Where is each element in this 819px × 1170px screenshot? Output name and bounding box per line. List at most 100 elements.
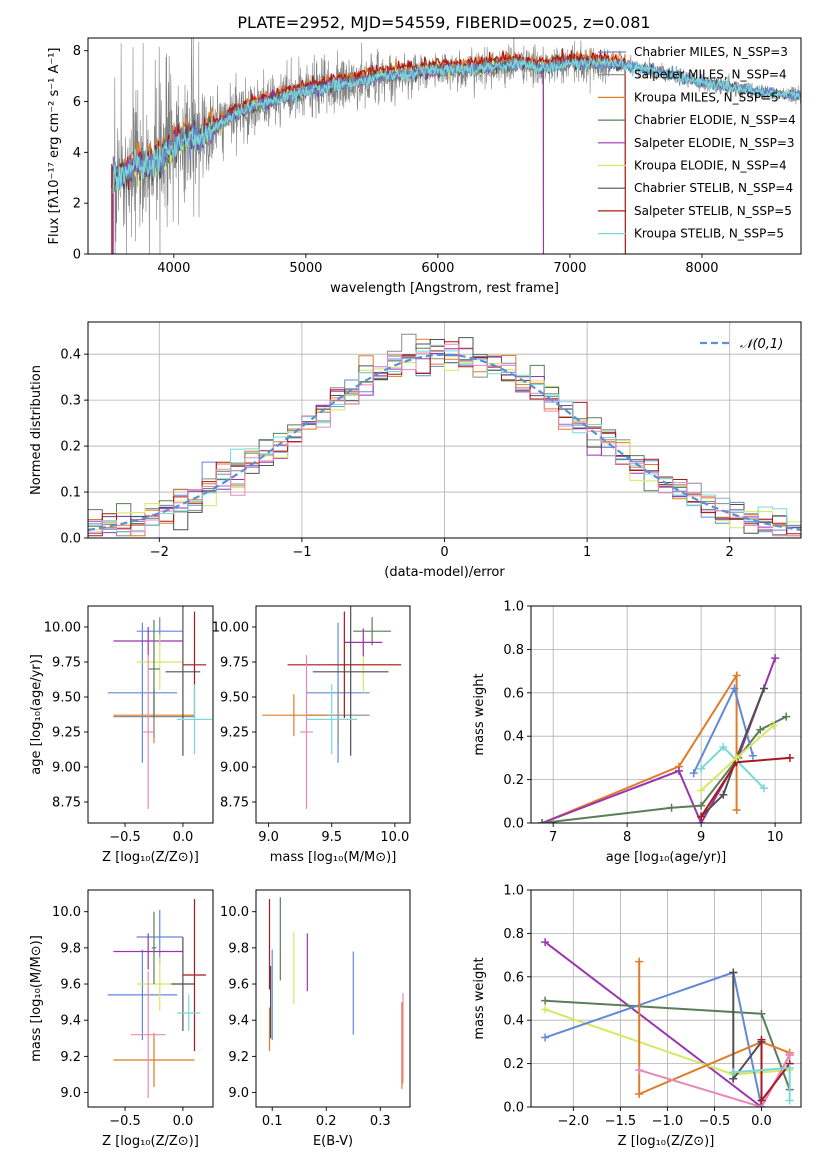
model-fit-kroupa_stelib: [112, 55, 801, 194]
y-tick-label: 9.6: [60, 978, 81, 993]
errorbar-point: [312, 606, 389, 756]
x-tick-label: 1: [583, 545, 591, 560]
x-tick-label: 0: [440, 545, 448, 560]
plot-area-mass_vs_Z: [107, 899, 207, 1098]
y-tick-label: 0.3: [60, 394, 81, 409]
x-tick-label: 0.0: [173, 830, 194, 845]
legend-label-kroupa_stelib: Kroupa STELIB, N_SSP=5: [634, 227, 784, 241]
x-tick-label: 7: [549, 830, 557, 845]
y-tick-label: 9.25: [220, 726, 249, 741]
weight-marker: [756, 725, 765, 734]
x-tick-label: 5000: [289, 261, 322, 276]
x-axis-label: Z [log₁₀(Z/Z⊙)]: [102, 850, 199, 865]
errorbar-point: [130, 971, 166, 1098]
x-tick-label: 0.0: [751, 1114, 772, 1129]
y-tick-label: 6: [73, 95, 81, 110]
y-tick-label: 9.0: [228, 1086, 249, 1101]
errorbar-point: [142, 655, 154, 809]
y-tick-label: 0.0: [60, 532, 81, 547]
x-tick-label: 8000: [685, 261, 718, 276]
x-axis-label: (data-model)/error: [384, 565, 505, 580]
y-tick-label: 2: [73, 197, 81, 212]
weight-marker: [719, 790, 728, 799]
x-tick-label: 9.0: [258, 830, 279, 845]
y-axis-label: Normed distribution: [29, 365, 44, 495]
x-tick-label: 7000: [553, 261, 586, 276]
x-axis-label: Z [log₁₀(Z/Z⊙)]: [102, 1134, 199, 1149]
plot-area-age_vs_Z: [107, 606, 212, 809]
errorbar-point: [177, 994, 201, 1032]
axes-frame: [255, 605, 411, 824]
histogram-salpeter_stelib: [88, 341, 801, 537]
x-tick-label: 4000: [157, 261, 190, 276]
y-axis-label: mass [log₁₀(M/M⊙)]: [29, 935, 44, 1062]
axes-spectrum: 4000 5000 6000 7000 8000 0 2 4 6 8 wavelength [Ang…: [47, 37, 802, 296]
weight-marker: [757, 1035, 766, 1044]
legend-label-chabrier_miles: Chabrier MILES, N_SSP=3: [634, 45, 788, 59]
x-tick-label: 0.0: [173, 1114, 194, 1129]
y-tick-label: 0.0: [503, 817, 524, 832]
axes-weight_vs_Z: −2.0 −1.5 −1.0 −0.5 0.0 0.0 0.2 0.4 0.6 0.8 1.0 Z […: [472, 884, 802, 1149]
weight-marker: [757, 1096, 766, 1105]
axes-frame: [87, 889, 214, 1108]
x-axis-label: E(B-V): [313, 1134, 353, 1149]
y-tick-label: 10.0: [220, 905, 249, 920]
axes-frame: [255, 889, 411, 1108]
legend-label-salpeter_stelib: Salpeter STELIB, N_SSP=5: [634, 204, 792, 218]
y-tick-label: 0.4: [503, 1014, 524, 1029]
y-tick-label: 1.0: [503, 600, 524, 615]
y-tick-label: 0.2: [503, 773, 524, 788]
x-axis-label: mass [log₁₀(M/M⊙)]: [270, 850, 397, 865]
y-tick-label: 9.4: [60, 1014, 81, 1029]
axes-frame: [87, 605, 214, 824]
y-tick-label: 9.0: [60, 1086, 81, 1101]
legend-label-kroupa_elodie: Kroupa ELODIE, N_SSP=4: [634, 159, 787, 173]
weight-marker: [757, 1009, 766, 1018]
weight-marker: [729, 968, 738, 977]
errorbar-point: [306, 684, 357, 755]
weight-marker: [689, 769, 698, 778]
y-tick-label: 8: [73, 44, 81, 59]
weight-line-kroupa_miles: [541, 671, 738, 823]
errorbar-point: [300, 655, 313, 809]
weight-marker: [541, 1005, 550, 1014]
axes-age_vs_Z: −0.5 0.0 8.75 9.00 9.25 9.50 9.75 10.00 Z [log₁₀…: [29, 605, 214, 865]
plot-area-mass_vs_ebv: [268, 897, 404, 1089]
y-tick-label: 9.2: [228, 1050, 249, 1065]
weight-marker: [771, 654, 780, 663]
gaussian-reference-curve: [88, 353, 801, 531]
y-axis-label: mass weight: [472, 957, 487, 1039]
y-tick-label: 9.75: [220, 656, 249, 671]
x-tick-label: −0.5: [699, 1114, 731, 1129]
legend-label-gaussian: 𝒩(0,1): [740, 337, 783, 352]
legend-spectrum: Chabrier MILES, N_SSP=3 Salpeter MILES, N…: [598, 45, 796, 241]
y-tick-label: 0.4: [503, 730, 524, 745]
plot-area-weight_vs_age: [538, 654, 794, 823]
x-tick-label: −1: [292, 545, 311, 560]
weight-marker: [748, 751, 757, 760]
weight-line-chabrier_miles: [544, 971, 763, 1107]
y-tick-label: 0.6: [503, 686, 524, 701]
errorbar-point: [107, 622, 178, 763]
y-tick-label: 9.25: [52, 726, 81, 741]
weight-marker: [760, 684, 769, 693]
axes-residuals: −2 −1 0 1 2 0.0 0.1 0.2 0.3 0.4 (data-model)/error…: [29, 321, 802, 580]
y-tick-label: 1.0: [503, 884, 524, 899]
y-tick-label: 9.75: [52, 656, 81, 671]
axes-mass_vs_Z: −0.5 0.0 9.0 9.2 9.4 9.6 9.8 10.0 Z [log₁₀(Z/Z⊙)…: [29, 889, 214, 1149]
y-tick-label: 9.50: [52, 691, 81, 706]
weight-marker: [674, 766, 683, 775]
errorbar-point: [148, 620, 160, 718]
errorbar-point: [113, 1032, 195, 1088]
y-tick-label: 9.6: [228, 978, 249, 993]
weight-marker: [667, 803, 676, 812]
legend-label-salpeter_elodie: Salpeter ELODIE, N_SSP=3: [634, 136, 795, 150]
x-tick-label: −2: [150, 545, 169, 560]
y-tick-label: 0: [73, 248, 81, 263]
y-tick-label: 8.75: [220, 796, 249, 811]
y-tick-label: 9.2: [60, 1050, 81, 1065]
errorbar-point: [182, 899, 207, 1051]
y-tick-label: 0.8: [503, 927, 524, 942]
weight-marker: [541, 996, 550, 1005]
y-tick-label: 0.0: [503, 1101, 524, 1116]
